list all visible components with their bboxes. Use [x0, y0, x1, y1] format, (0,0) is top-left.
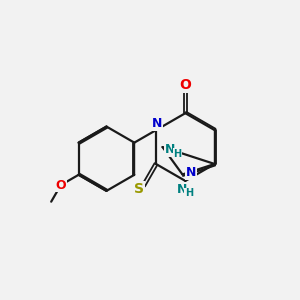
Text: O: O [179, 78, 191, 92]
Text: N: N [177, 183, 188, 196]
Text: N: N [185, 167, 196, 179]
Text: N: N [152, 117, 163, 130]
Text: H: H [173, 148, 181, 158]
Text: S: S [134, 182, 144, 196]
Text: N: N [165, 143, 175, 157]
Text: O: O [56, 178, 66, 192]
Text: H: H [185, 188, 193, 198]
